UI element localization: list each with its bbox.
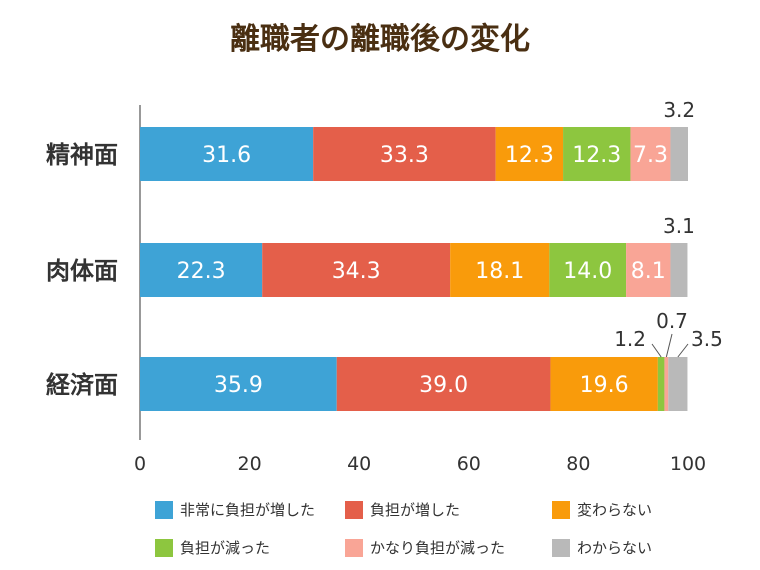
- bar-segment: [450, 243, 550, 297]
- data-label: 12.3: [572, 143, 621, 168]
- chart-title: 離職者の離職後の変化: [230, 22, 530, 57]
- bar-segment: [549, 243, 627, 297]
- data-label: 22.3: [177, 259, 226, 284]
- data-label: 19.6: [580, 373, 629, 398]
- bar-segment: [495, 127, 564, 181]
- bar-segment: [563, 127, 631, 181]
- bar-segment: [670, 243, 688, 297]
- bar-segment: [630, 127, 671, 181]
- category-label: 経済面: [46, 371, 118, 399]
- bar-segment: [657, 357, 665, 411]
- category-label: 精神面: [46, 141, 118, 169]
- data-label: 3.5: [691, 327, 723, 351]
- data-label: 0.7: [656, 309, 688, 333]
- x-tick-label: 40: [347, 453, 371, 475]
- x-tick-label: 100: [670, 453, 706, 475]
- bar-segment: [313, 127, 496, 181]
- leader-line: [665, 333, 673, 358]
- category-label: 肉体面: [46, 257, 118, 285]
- bar-segment: [140, 357, 337, 411]
- data-label: 39.0: [419, 373, 468, 398]
- data-label: 35.9: [214, 373, 263, 398]
- bar-segment: [262, 243, 451, 297]
- bar-segment: [670, 127, 688, 181]
- bar-segment: [140, 243, 263, 297]
- bar-segment: [550, 357, 658, 411]
- bar-segment: [140, 127, 314, 181]
- data-label: 34.3: [332, 259, 381, 284]
- x-tick-label: 20: [238, 453, 262, 475]
- leader-line: [677, 343, 689, 358]
- data-label: 7.3: [633, 143, 668, 168]
- data-label: 33.3: [380, 143, 429, 168]
- x-tick-label: 60: [457, 453, 481, 475]
- bar-segment: [336, 357, 551, 411]
- data-label: 3.1: [663, 214, 695, 238]
- x-tick-label: 0: [134, 453, 146, 475]
- data-label: 8.1: [631, 259, 666, 284]
- data-label: 14.0: [563, 259, 612, 284]
- data-label: 12.3: [505, 143, 554, 168]
- bar-segment: [664, 357, 669, 411]
- data-label: 31.6: [202, 143, 251, 168]
- bar-segment: [626, 243, 671, 297]
- bar-segment: [668, 357, 688, 411]
- data-label: 18.1: [475, 259, 524, 284]
- x-tick-label: 80: [566, 453, 590, 475]
- leader-line: [651, 343, 662, 358]
- data-label: 1.2: [614, 327, 646, 351]
- data-label: 3.2: [663, 98, 695, 122]
